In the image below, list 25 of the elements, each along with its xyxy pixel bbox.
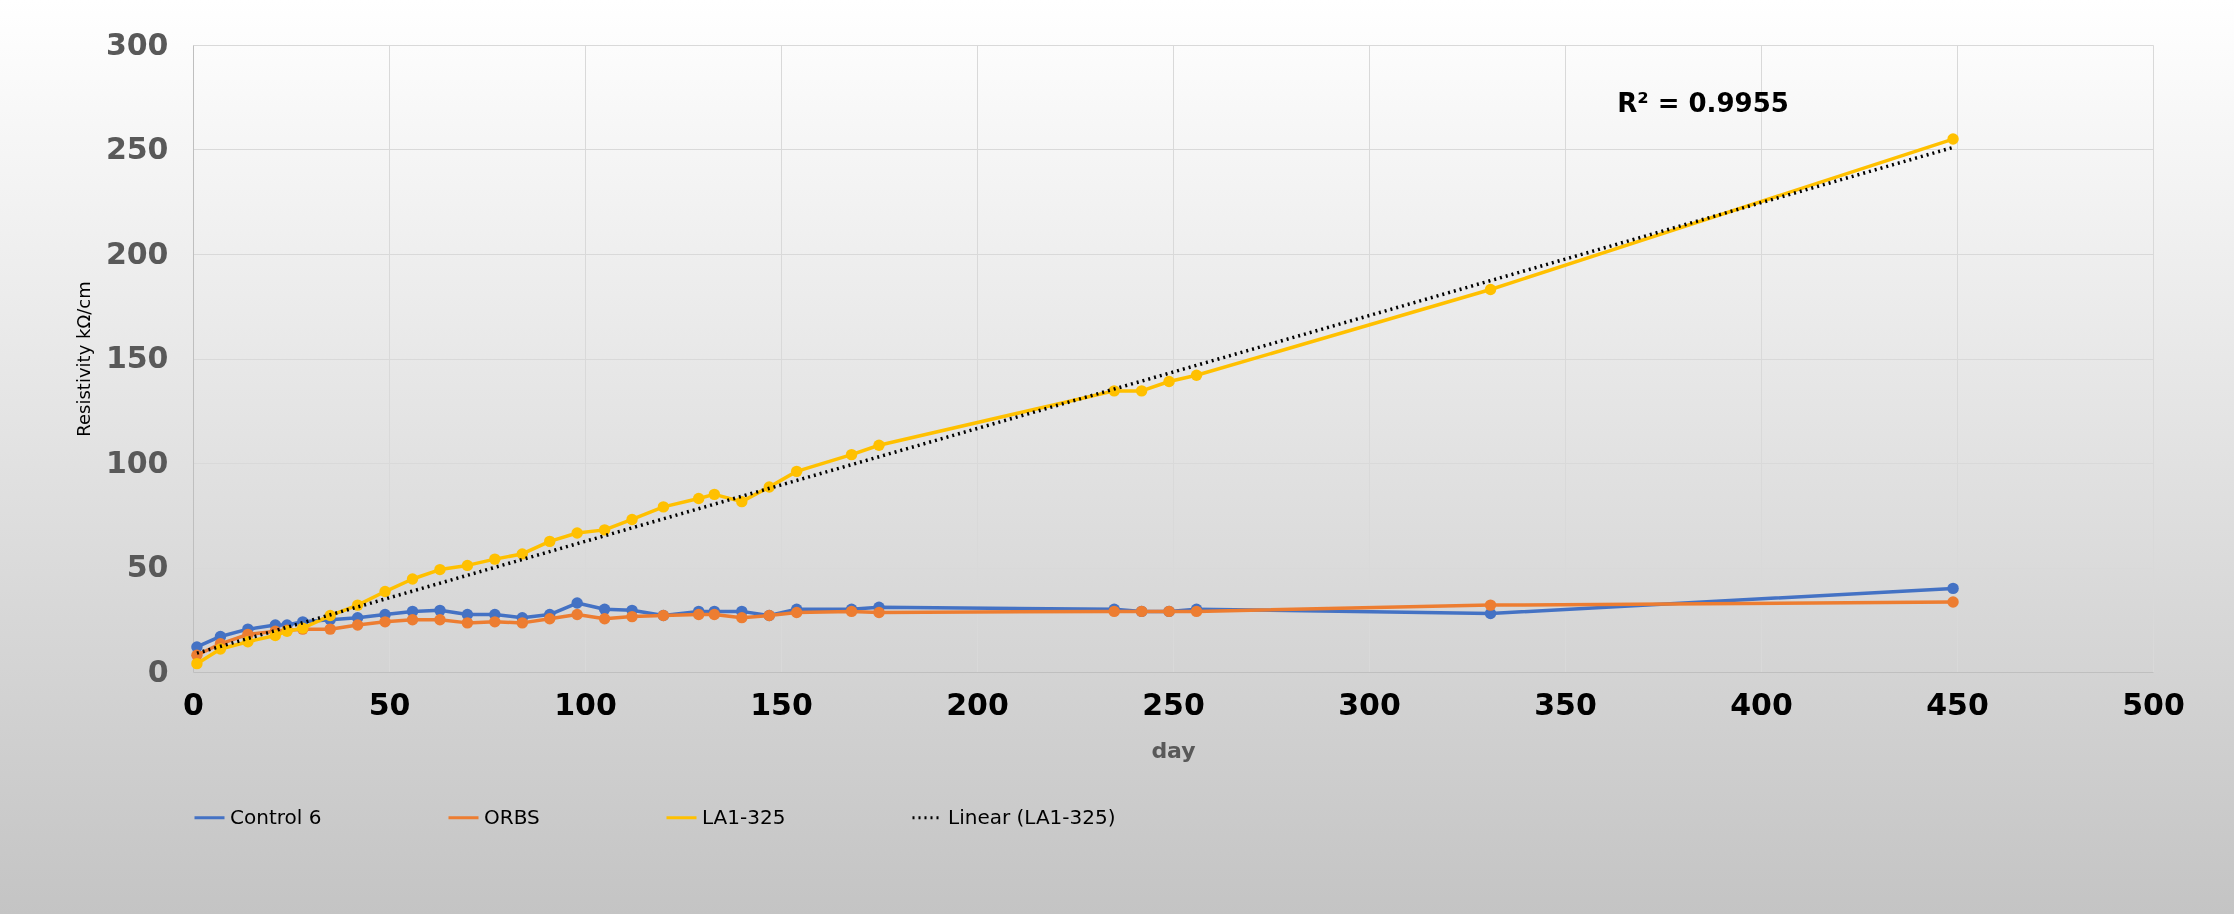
legend-label: Control 6 [230, 804, 322, 829]
x-tick-label: 350 [1534, 686, 1597, 722]
legend-label: LA1-325 [702, 804, 786, 829]
y-tick-label: 100 [105, 444, 169, 480]
x-tick-label: 0 [183, 686, 204, 722]
x-tick-label: 450 [1926, 686, 1989, 722]
legend-label: ORBS [484, 804, 540, 829]
x-tick-label: 400 [1730, 686, 1793, 722]
y-axis-title: Resistivity kΩ/cm [72, 281, 94, 437]
y-tick-label: 300 [105, 26, 169, 62]
x-tick-label: 100 [554, 686, 617, 722]
x-tick-label: 50 [368, 686, 411, 722]
x-tick-label: 150 [750, 686, 813, 722]
y-tick-label: 150 [105, 340, 169, 375]
legend-label: Linear (LA1-325) [948, 804, 1116, 829]
x-tick-label: 500 [2122, 686, 2185, 722]
x-axis-title: day [1151, 737, 1196, 763]
y-tick-label: 250 [105, 131, 169, 166]
annotation: R² = 0.9955 [1617, 88, 1789, 118]
x-tick-label: 200 [946, 686, 1009, 722]
y-tick-label: 50 [126, 549, 169, 584]
x-tick-label: 300 [1338, 686, 1401, 722]
y-tick-label: 0 [147, 653, 169, 689]
y-tick-label: 200 [105, 235, 169, 271]
x-tick-label: 250 [1142, 686, 1205, 722]
